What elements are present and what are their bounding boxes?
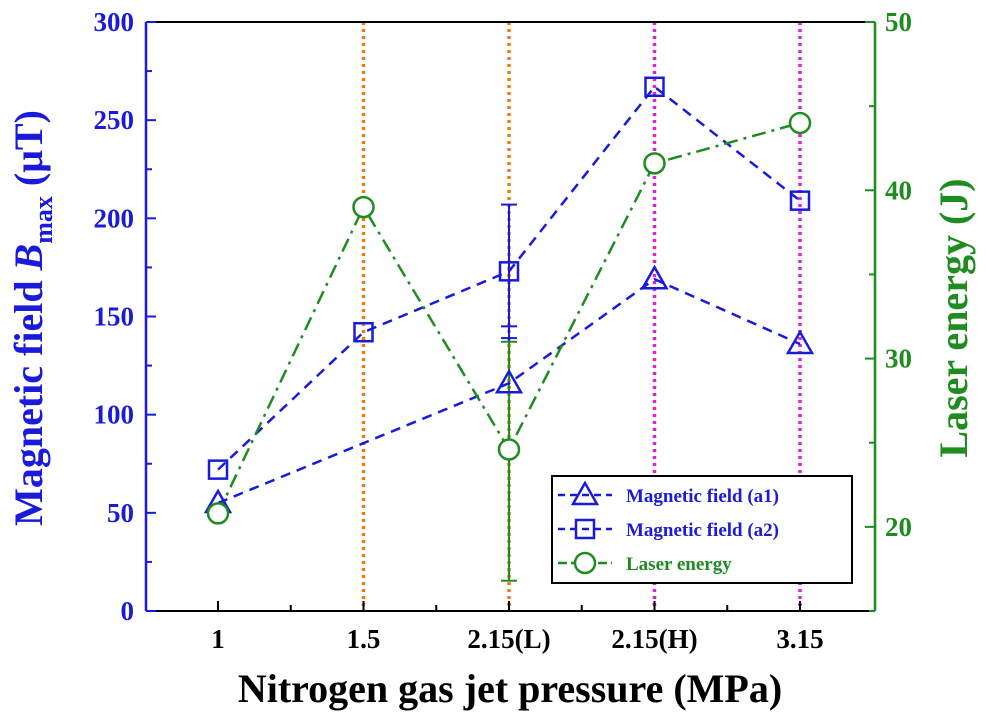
legend-marker-square	[574, 518, 596, 540]
data-point-square	[789, 190, 811, 211]
left-tick-label: 250	[94, 105, 135, 135]
axis-ticks	[146, 21, 875, 612]
data-point-triangle	[640, 264, 669, 290]
data-point-circle	[788, 111, 812, 135]
left-y-axis-title: Magnetic field Bmax (μT)	[6, 110, 58, 526]
right-tick-label: 20	[885, 512, 912, 542]
left-y-axis-title-prefix: Magnetic field	[6, 270, 51, 526]
data-point-square	[353, 321, 374, 343]
data-point-circle	[497, 438, 521, 461]
data-point-circle	[643, 152, 666, 175]
data-point-square	[207, 459, 229, 480]
x-tick-label: 3.15	[776, 624, 823, 654]
left-y-axis-title-suffix: (μT)	[6, 110, 51, 196]
axis-labels: 0 50 100 150 200 250 300 20 30 40 50 1 1.5 2.15(L) 2.1…	[94, 7, 913, 654]
data-point-circle	[206, 502, 230, 525]
error-bars	[501, 203, 517, 582]
legend-entry-label: Laser energy	[626, 554, 732, 575]
data-point-square	[498, 261, 520, 282]
series-points	[203, 76, 815, 525]
x-tick-label: 2.15(H)	[611, 624, 697, 654]
legend-entry-label: Magnetic field (a1)	[626, 486, 779, 507]
legend-marker-circle	[573, 551, 597, 575]
legend-marker-triangle	[570, 480, 600, 506]
legend-entry-label: Magnetic field (a2)	[626, 520, 779, 541]
right-tick-label: 40	[885, 175, 912, 205]
data-point-circle	[352, 195, 375, 219]
left-tick-label: 0	[121, 596, 135, 626]
legend-box	[551, 475, 853, 584]
right-tick-label: 50	[885, 7, 912, 37]
series-line	[217, 85, 801, 471]
right-y-axis-title: Laser energy (J)	[931, 178, 976, 457]
x-tick-label: 1	[211, 624, 225, 654]
data-point-square	[644, 76, 665, 98]
data-point-triangle	[494, 368, 524, 394]
left-tick-label: 50	[107, 498, 134, 528]
left-tick-label: 100	[94, 400, 135, 430]
left-y-axis-title-symbol: B	[6, 244, 51, 272]
left-tick-label: 300	[94, 7, 135, 37]
right-tick-label: 30	[885, 344, 912, 374]
data-point-triangle	[785, 329, 815, 355]
left-y-axis-title-subscript: max	[29, 196, 58, 244]
x-tick-label: 2.15(L)	[467, 624, 550, 654]
left-tick-label: 200	[94, 203, 135, 233]
series-line	[217, 277, 801, 505]
legend: Magnetic field (a1) Magnetic field (a2) La…	[551, 475, 853, 584]
left-tick-label: 150	[94, 302, 135, 332]
x-tick-label: 1.5	[347, 624, 381, 654]
x-axis-title: Nitrogen gas jet pressure (MPa)	[238, 666, 782, 711]
